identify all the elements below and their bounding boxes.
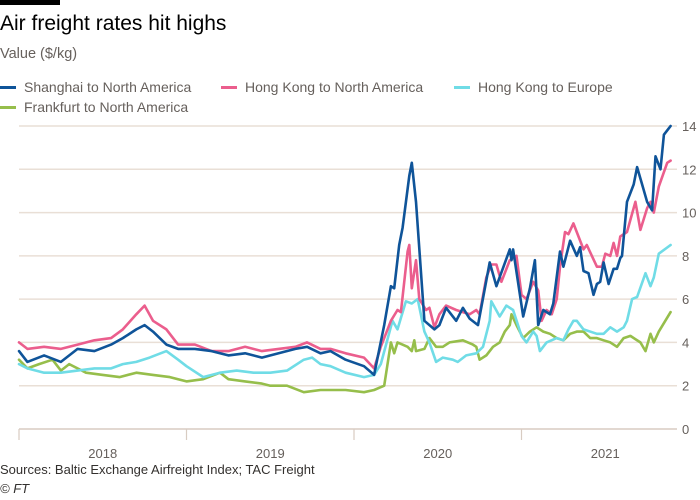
legend-swatch	[454, 85, 470, 89]
series-line-frankfurt-to-north-america	[17, 310, 672, 394]
legend-item-hongkong-na: Hong Kong to North America	[221, 79, 423, 95]
y-tick-label: 14	[682, 119, 696, 134]
y-tick-label: 2	[682, 379, 689, 394]
series-line-hong-kong-to-europe	[17, 243, 672, 379]
chart-subtitle: Value ($/kg)	[0, 46, 78, 62]
x-tick-label: 2020	[423, 446, 452, 461]
legend-swatch	[221, 85, 237, 89]
y-tick-label: 10	[682, 206, 696, 221]
legend-label: Hong Kong to North America	[245, 79, 424, 95]
series-line-hong-kong-to-north-america	[17, 159, 672, 370]
legend-swatch	[0, 85, 16, 89]
legend-item-frankfurt-na: Frankfurt to North America	[0, 99, 188, 115]
legend-label: Frankfurt to North America	[24, 99, 189, 115]
y-tick-label: 12	[682, 162, 696, 177]
legend-label: Shanghai to North America	[24, 79, 192, 95]
x-tick-label: 2018	[88, 446, 117, 461]
series-line-shanghai-to-north-america	[17, 124, 672, 377]
chart-title: Air freight rates hit highs	[0, 12, 227, 35]
y-tick-label: 0	[682, 422, 689, 437]
legend-item-shanghai-na: Shanghai to North America	[0, 79, 191, 95]
source-note: Sources: Baltic Exchange Airfreight Inde…	[0, 462, 315, 477]
copyright: © FT	[0, 481, 30, 496]
x-tick-label: 2021	[591, 446, 620, 461]
x-tick-label: 2019	[256, 446, 285, 461]
y-tick-label: 6	[682, 292, 689, 307]
legend-swatch	[0, 105, 16, 109]
legend-label: Hong Kong to Europe	[478, 79, 613, 95]
y-tick-label: 8	[682, 249, 689, 264]
ft-brand-bar	[0, 0, 60, 5]
legend-item-hongkong-europe: Hong Kong to Europe	[454, 79, 613, 95]
y-tick-label: 4	[682, 335, 689, 350]
